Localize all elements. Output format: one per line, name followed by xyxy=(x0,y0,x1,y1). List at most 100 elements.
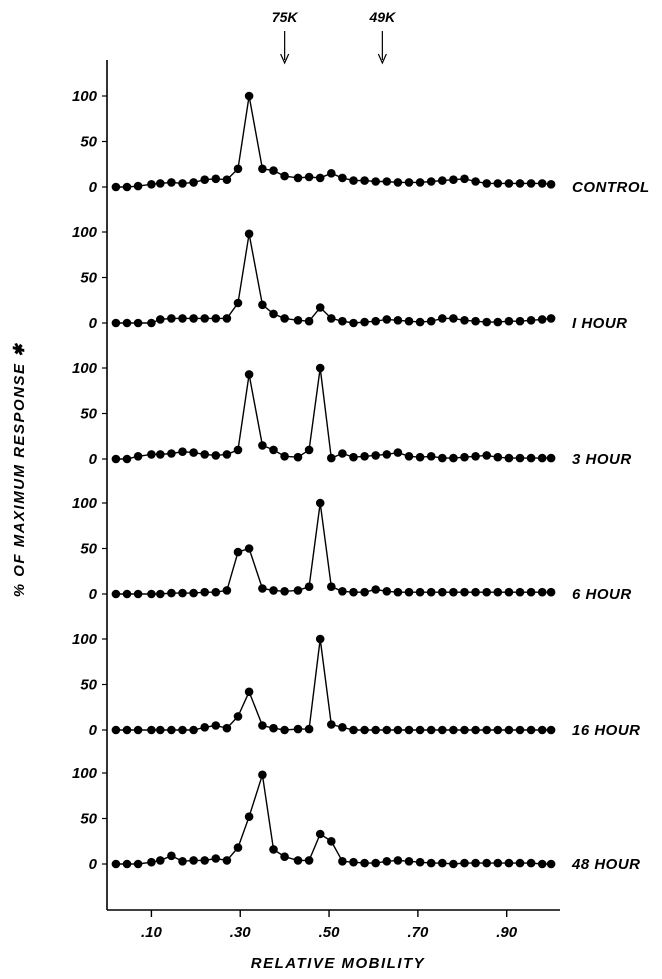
data-point xyxy=(304,582,314,591)
series-line xyxy=(115,638,552,731)
series-line xyxy=(115,95,552,188)
data-point xyxy=(147,450,156,459)
data-point xyxy=(233,712,243,721)
data-point xyxy=(471,452,480,461)
data-point xyxy=(222,314,232,323)
data-point xyxy=(546,859,556,869)
data-point xyxy=(111,182,121,192)
data-point xyxy=(156,179,165,188)
data-point xyxy=(415,452,425,462)
data-point xyxy=(449,587,458,597)
data-point xyxy=(471,316,480,326)
data-point xyxy=(147,318,156,328)
data-point xyxy=(258,300,267,310)
data-point xyxy=(244,544,254,553)
data-point xyxy=(133,452,143,461)
data-point xyxy=(233,445,243,455)
series-line xyxy=(115,233,552,324)
data-point xyxy=(156,315,165,324)
y-tick-label: 50 xyxy=(80,406,97,423)
data-point xyxy=(438,587,447,597)
y-tick-label: 100 xyxy=(72,765,98,782)
data-point xyxy=(360,176,369,185)
data-point xyxy=(304,445,314,455)
data-point xyxy=(222,586,232,595)
data-point xyxy=(327,582,336,591)
data-point xyxy=(200,314,209,323)
series-label: CONTROL xyxy=(572,179,650,196)
data-point xyxy=(200,175,209,184)
data-point xyxy=(415,178,425,187)
data-point xyxy=(438,176,447,185)
data-point xyxy=(449,175,458,184)
data-point xyxy=(382,315,392,324)
data-point xyxy=(360,587,369,597)
data-point xyxy=(269,309,278,319)
data-point xyxy=(156,725,165,735)
data-point xyxy=(438,453,447,463)
data-point xyxy=(167,851,176,861)
data-point xyxy=(404,452,414,461)
y-tick-label: 0 xyxy=(89,315,98,332)
data-point xyxy=(438,314,447,323)
data-point xyxy=(244,687,254,697)
data-point xyxy=(156,589,165,599)
data-point xyxy=(426,725,436,735)
data-point xyxy=(269,166,278,175)
panel-3: 0 50 100 3 HOUR xyxy=(72,360,632,468)
series-label: 3 HOUR xyxy=(572,451,632,468)
y-tick-label: 0 xyxy=(89,179,98,196)
data-point xyxy=(482,725,492,735)
data-point xyxy=(415,587,425,597)
data-point xyxy=(133,589,143,599)
data-point xyxy=(222,723,232,733)
data-point xyxy=(269,586,278,595)
data-point xyxy=(349,318,358,328)
data-point xyxy=(200,856,209,865)
data-point xyxy=(178,857,187,866)
series-line xyxy=(115,367,552,460)
data-point xyxy=(449,453,458,463)
data-point xyxy=(233,298,243,308)
data-point xyxy=(504,587,514,597)
data-point xyxy=(280,171,289,181)
data-point xyxy=(304,724,314,734)
data-point xyxy=(460,587,469,597)
data-point xyxy=(460,725,469,735)
data-point xyxy=(315,498,325,508)
data-point xyxy=(280,314,289,323)
data-point xyxy=(460,174,469,184)
data-point xyxy=(304,172,314,182)
panel-6: 0 50 100 48 HOUR xyxy=(72,765,640,873)
data-point xyxy=(382,857,392,866)
data-point xyxy=(258,441,267,450)
data-point xyxy=(244,229,254,239)
data-point xyxy=(504,725,514,735)
data-point xyxy=(167,178,176,187)
data-point xyxy=(244,812,254,821)
data-point xyxy=(280,587,289,596)
data-point xyxy=(211,587,221,597)
data-point xyxy=(382,177,392,186)
data-point xyxy=(111,454,121,464)
y-tick-label: 0 xyxy=(89,451,98,468)
data-point xyxy=(515,725,525,735)
y-tick-label: 100 xyxy=(72,495,98,512)
data-point xyxy=(482,451,492,460)
data-point xyxy=(327,314,336,323)
data-point xyxy=(167,314,176,323)
data-point xyxy=(293,856,303,865)
data-point xyxy=(393,316,403,325)
data-point xyxy=(526,587,536,597)
data-point xyxy=(244,370,254,379)
data-point xyxy=(189,178,198,187)
data-point xyxy=(211,854,221,863)
data-point xyxy=(244,91,254,101)
data-point xyxy=(393,856,403,865)
data-point xyxy=(526,858,536,868)
data-point xyxy=(258,770,267,780)
data-point xyxy=(393,587,403,597)
data-point xyxy=(178,725,187,735)
data-point xyxy=(471,587,480,597)
data-point xyxy=(449,859,458,869)
